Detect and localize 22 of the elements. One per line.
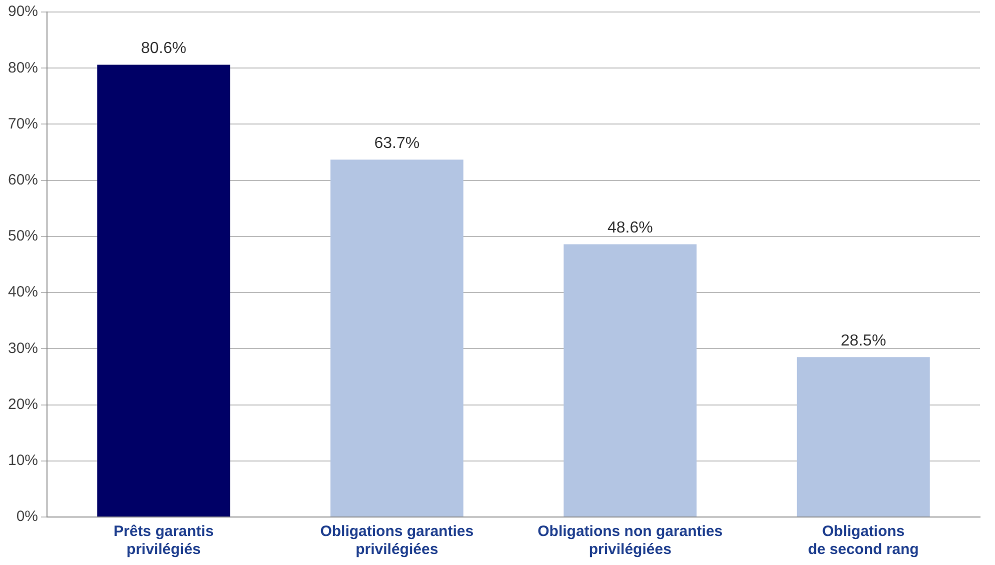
x-tick-label: Obligations garanties privilégiées: [320, 523, 474, 558]
y-tick-label: 70%: [8, 115, 38, 132]
bar: [330, 160, 464, 516]
x-tick-label: Prêts garantis privilégiés: [114, 523, 214, 558]
x-tick-label: Obligations de second rang: [808, 523, 919, 558]
y-tick-label: 40%: [8, 284, 38, 301]
y-tick-label: 20%: [8, 396, 38, 413]
bar: [564, 244, 697, 516]
x-tick-label: Obligations non garanties privilégiées: [538, 523, 723, 558]
y-tick-label: 10%: [8, 452, 38, 470]
y-tick-label: 0%: [16, 508, 38, 526]
y-tick-label: 90%: [8, 3, 38, 20]
data-label: 48.6%: [607, 220, 653, 237]
y-tick-label: 50%: [8, 228, 38, 245]
bar: [97, 64, 230, 516]
data-label: 63.7%: [374, 134, 420, 152]
y-tick-label: 80%: [8, 59, 38, 76]
data-label: 80.6%: [140, 40, 186, 58]
y-tick-label: 30%: [8, 340, 38, 357]
y-tick-label: 60%: [8, 171, 38, 188]
data-label: 28.5%: [840, 332, 886, 350]
bar: [796, 357, 930, 516]
